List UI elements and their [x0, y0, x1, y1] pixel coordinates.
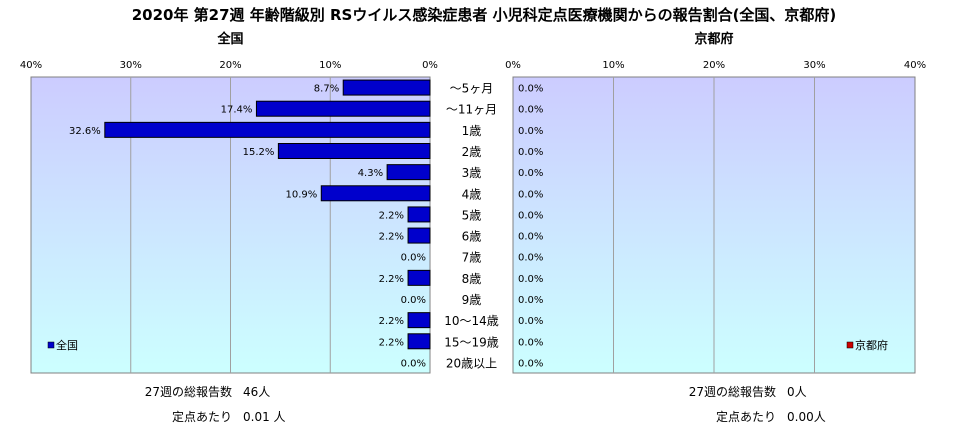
age-category-label: 1歳: [462, 124, 482, 138]
national-value-label: 2.2%: [379, 316, 404, 327]
national-x-tick-label: 30%: [120, 60, 142, 71]
kyoto-x-tick-label: 40%: [904, 60, 926, 71]
kyoto-value-label: 0.0%: [518, 253, 543, 264]
kyoto-value-label: 0.0%: [518, 358, 543, 369]
national-x-tick-label: 10%: [319, 60, 341, 71]
kyoto-x-tick-label: 10%: [602, 60, 624, 71]
age-category-label: 2歳: [462, 145, 482, 159]
age-category-label: 6歳: [462, 230, 482, 244]
kyoto-value-label: 0.0%: [518, 147, 543, 158]
kyoto-legend-label: 京都府: [855, 338, 888, 352]
national-bar: [407, 333, 431, 350]
national-legend-label: 全国: [56, 338, 78, 352]
kyoto-value-label: 0.0%: [518, 295, 543, 306]
national-value-label: 0.0%: [401, 253, 426, 264]
national-bar: [255, 100, 431, 117]
kyoto-panel-title: 京都府: [694, 31, 733, 47]
age-category-label: 7歳: [462, 251, 482, 265]
national-value-label: 17.4%: [221, 105, 253, 116]
national-value-label: 32.6%: [69, 126, 101, 137]
national-value-label: 10.9%: [285, 189, 317, 200]
kyoto-value-label: 0.0%: [518, 84, 543, 95]
national-legend-swatch: [47, 341, 55, 349]
age-category-label: 4歳: [462, 187, 482, 201]
national-bar: [407, 206, 431, 223]
national-x-tick-label: 20%: [219, 60, 241, 71]
kyoto-value-label: 0.0%: [518, 105, 543, 116]
kyoto-value-label: 0.0%: [518, 316, 543, 327]
kyoto-legend-swatch: [846, 341, 854, 349]
national-x-tick-label: 0%: [422, 60, 438, 71]
kyoto-value-label: 0.0%: [518, 274, 543, 285]
national-value-label: 8.7%: [314, 84, 339, 95]
kyoto-stat-value: 0.00人: [787, 410, 826, 424]
kyoto-stat-label: 定点あたり: [716, 409, 776, 424]
national-bar: [320, 185, 431, 202]
age-category-label: 9歳: [462, 293, 482, 307]
national-bar: [342, 79, 431, 96]
national-bar: [277, 143, 431, 159]
kyoto-value-label: 0.0%: [518, 189, 543, 200]
national-stat-label: 定点あたり: [172, 409, 232, 424]
national-bar: [407, 269, 431, 286]
national-stat-value: 0.01 人: [243, 410, 286, 424]
age-category-label: 3歳: [462, 166, 482, 180]
national-value-label: 4.3%: [358, 168, 383, 179]
kyoto-x-tick-label: 20%: [703, 60, 725, 71]
national-value-label: 2.2%: [379, 210, 404, 221]
kyoto-value-label: 0.0%: [518, 232, 543, 243]
age-category-label: ～5ヶ月: [450, 82, 494, 96]
national-bar: [407, 312, 431, 329]
national-bar: [386, 164, 431, 181]
age-category-label: 10～14歳: [444, 314, 499, 328]
national-value-label: 2.2%: [379, 232, 404, 243]
national-value-label: 15.2%: [243, 147, 275, 158]
kyoto-stat-label: 27週の総報告数: [689, 384, 776, 399]
kyoto-value-label: 0.0%: [518, 337, 543, 348]
kyoto-value-label: 0.0%: [518, 210, 543, 221]
age-category-label: 5歳: [462, 208, 482, 222]
kyoto-x-tick-label: 30%: [803, 60, 825, 71]
age-category-label: 15～19歳: [444, 335, 499, 349]
national-value-label: 0.0%: [401, 295, 426, 306]
kyoto-stat-value: 0人: [787, 385, 807, 399]
national-bar: [407, 227, 431, 244]
age-category-label: 8歳: [462, 272, 482, 286]
kyoto-value-label: 0.0%: [518, 126, 543, 137]
national-value-label: 2.2%: [379, 274, 404, 285]
national-stat-value: 46人: [243, 385, 270, 399]
national-panel-title: 全国: [216, 31, 243, 47]
national-stat-label: 27週の総報告数: [145, 384, 232, 399]
chart-title: 2020年 第27週 年齢階級別 RSウイルス感染症患者 小児科定点医療機関から…: [131, 6, 837, 24]
age-category-label: ～11ヶ月: [446, 103, 497, 117]
kyoto-x-tick-label: 0%: [505, 60, 521, 71]
national-value-label: 2.2%: [379, 337, 404, 348]
kyoto-value-label: 0.0%: [518, 168, 543, 179]
national-bar: [104, 121, 431, 138]
national-x-tick-label: 40%: [20, 60, 42, 71]
age-category-label: 20歳以上: [446, 356, 497, 370]
national-value-label: 0.0%: [401, 358, 426, 369]
